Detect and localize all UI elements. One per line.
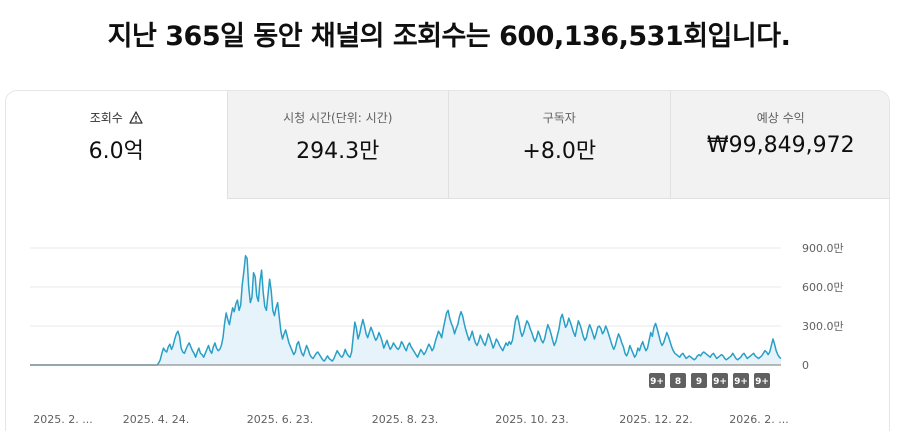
page-headline: 지난 365일 동안 채널의 조회수는 600,136,531회입니다. (107, 21, 791, 52)
annotation-badge[interactable]: 9+ (649, 373, 665, 388)
y-tick-label: 900.0만 (802, 242, 844, 255)
tab-watch-time-value: 294.3만 (296, 139, 380, 164)
tab-subscribers-value: +8.0만 (522, 139, 597, 164)
annotation-badge[interactable]: 9+ (712, 373, 728, 388)
annotation-badge-label: 9+ (755, 377, 769, 387)
views-chart: 900.0만 600.0만 300.0만 0 9+ 8 9 9+ 9+ 9+ 2025. 2. … (6, 199, 889, 431)
tab-watch-time[interactable]: 시청 시간(단위: 시간) 294.3만 (226, 91, 448, 199)
annotation-badge[interactable]: 9+ (754, 373, 770, 388)
tab-revenue-value: ₩99,849,972 (706, 133, 855, 158)
chart-svg: 900.0만 600.0만 300.0만 0 9+ 8 9 9+ 9+ 9+ 2025. 2. … (30, 242, 844, 426)
annotation-badge[interactable]: 9 (691, 373, 707, 388)
chart-area (30, 255, 781, 365)
x-tick-label: 2025. 12. 22. (619, 413, 692, 426)
warning-icon[interactable] (129, 111, 143, 124)
x-tick-label: 2025. 10. 23. (495, 413, 568, 426)
x-axis: 2025. 2. ... 2025. 4. 24. 2025. 6. 23. 2025… (33, 413, 788, 426)
y-tick-label: 0 (802, 359, 809, 372)
annotation-badge-label: 9+ (734, 377, 748, 387)
annotation-badge-label: 9+ (650, 377, 664, 387)
annotation-badge-label: 9 (696, 377, 702, 387)
y-tick-label: 600.0만 (802, 281, 844, 294)
y-tick-label: 300.0만 (802, 320, 844, 333)
grid-layer (30, 247, 781, 327)
annotation-badges: 9+ 8 9 9+ 9+ 9+ (649, 373, 770, 388)
annotation-badge-label: 9+ (713, 377, 727, 387)
x-tick-label: 2025. 6. 23. (247, 413, 313, 426)
tab-views[interactable]: 조회수 6.0억 (6, 91, 227, 199)
tab-revenue-label: 예상 수익 (756, 111, 805, 125)
metric-tabs: 조회수 6.0억 시청 시간(단위: 시간) 294.3만 구독자 +8.0만 … (6, 91, 889, 199)
x-tick-label: 2026. 2. ... (729, 413, 788, 426)
annotation-badge[interactable]: 9+ (733, 373, 749, 388)
x-tick-label: 2025. 4. 24. (123, 413, 189, 426)
y-axis: 900.0만 600.0만 300.0만 0 (802, 242, 844, 372)
tab-revenue[interactable]: 예상 수익 ₩99,849,972 (669, 91, 889, 199)
tab-subscribers[interactable]: 구독자 +8.0만 (448, 91, 670, 199)
annotation-badge-label: 8 (675, 377, 681, 387)
x-tick-label: 2025. 8. 23. (372, 413, 438, 426)
tab-watch-time-label: 시청 시간(단위: 시간) (283, 111, 393, 125)
analytics-card: 조회수 6.0억 시청 시간(단위: 시간) 294.3만 구독자 +8.0만 … (5, 90, 890, 431)
x-tick-label: 2025. 2. ... (33, 413, 92, 426)
tab-subscribers-label: 구독자 (542, 111, 576, 125)
annotation-badge[interactable]: 8 (670, 373, 686, 388)
tab-views-label: 조회수 (89, 111, 123, 125)
tab-views-value: 6.0억 (88, 139, 144, 164)
